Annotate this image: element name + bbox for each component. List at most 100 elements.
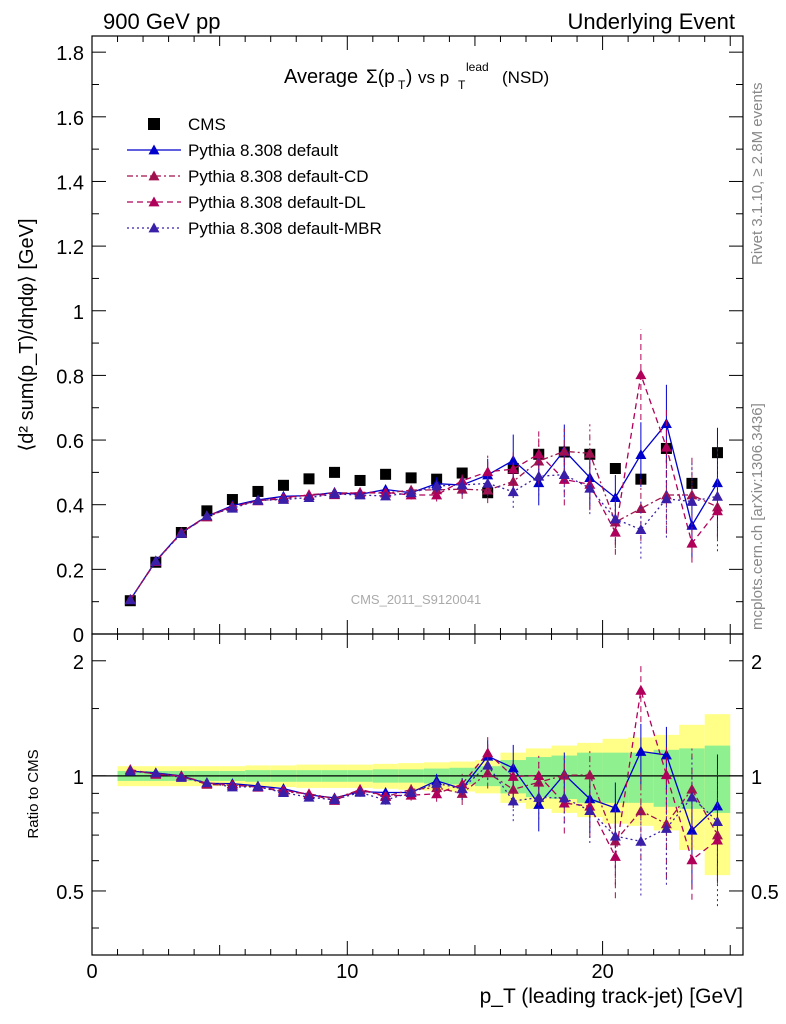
cms-data-point	[405, 472, 417, 484]
ratio-series	[124, 663, 723, 907]
ratio-data-point	[711, 816, 723, 826]
plot-title: Average Σ(p T ) vs p T lead (NSD)	[284, 60, 549, 92]
pythia-data-point	[584, 447, 596, 458]
cms-data-point	[226, 494, 238, 506]
ratio-data-point	[558, 792, 570, 803]
pythia-data-point	[660, 493, 672, 504]
main-series	[124, 329, 723, 607]
y-tick-label: 0	[73, 625, 84, 647]
legend-label: Pythia 8.308 default-MBR	[188, 219, 382, 238]
pythia-data-point	[456, 479, 468, 490]
pythia-data-point	[175, 527, 187, 538]
cms-data-point	[456, 467, 468, 479]
header-left: 900 GeV pp	[103, 9, 220, 34]
x-tick-label: 10	[336, 961, 358, 983]
header-right: Underlying Event	[567, 9, 735, 34]
analysis-watermark: CMS_2011_S9120041	[351, 592, 482, 607]
cms-data-point	[303, 473, 315, 485]
legend-label: Pythia 8.308 default	[188, 141, 339, 160]
y-tick-label: 0.8	[56, 366, 84, 388]
legend-marker-square	[148, 118, 160, 130]
cms-data-point	[380, 468, 392, 480]
series-line	[129, 374, 718, 600]
ratio-tick-label: 2	[73, 652, 84, 674]
cms-data-point	[609, 462, 621, 474]
pythia-data-point	[635, 524, 647, 534]
y-tick-label: 1.8	[56, 43, 84, 65]
ratio-plot-frame	[91, 633, 744, 956]
y-tick-label: 1.4	[56, 172, 84, 194]
legend-label: Pythia 8.308 default-CD	[188, 167, 369, 186]
legend-marker-triangle	[148, 222, 160, 233]
title-sigma: Σ(p	[366, 67, 395, 88]
pythia-data-point	[303, 492, 315, 502]
series-line	[129, 422, 719, 601]
ratio-data-point	[635, 684, 647, 695]
title-average: Average	[284, 66, 358, 88]
x-axis-label: p_T (leading track-jet) [GeV]	[480, 985, 743, 1008]
ratio-series-line	[130, 750, 718, 832]
ratio-data-point	[226, 781, 238, 792]
title-sub-t: T	[398, 78, 406, 92]
y-tick-label: 1	[73, 302, 84, 324]
ratio-data-point	[609, 830, 621, 841]
pythia-data-point	[405, 487, 417, 498]
legend: CMS Pythia 8.308 default Pythia 8.308 defa…	[127, 115, 382, 238]
ratio-data-point	[533, 792, 545, 802]
mcplots-side-text: mcplots.cern.ch [arXiv:1306.3436]	[749, 403, 766, 630]
y-tick-label: 0.6	[56, 431, 84, 453]
pythia-data-point	[431, 489, 443, 500]
ratio-data-point	[507, 795, 519, 806]
ratio-data-point	[558, 769, 570, 780]
pythia-data-point	[252, 495, 264, 505]
y-tick-label: 1.2	[56, 237, 84, 259]
pythia-data-point	[277, 494, 289, 504]
axes-ticks: 00.20.40.60.811.21.41.61.80.5 0.51 12 20 10 2…	[56, 36, 779, 983]
pythia-data-point	[482, 477, 494, 488]
title-sup-lead: lead	[466, 60, 489, 74]
ratio-y-axis-label: Ratio to CMS	[25, 749, 42, 838]
x-tick-label: 0	[86, 961, 97, 983]
title-close: )	[406, 67, 412, 88]
cms-data-point	[354, 474, 366, 486]
cms-data-point	[252, 485, 264, 497]
ratio-data-point	[354, 786, 366, 797]
x-tick-label: 20	[591, 961, 613, 983]
title-sub-t2: T	[458, 78, 466, 92]
series-line	[129, 450, 718, 601]
pythia-data-point	[635, 369, 647, 380]
ratio-tick-label: 0.5	[751, 882, 779, 904]
ratio-tick-label: 1	[751, 767, 762, 789]
cms-data-point	[329, 466, 341, 478]
title-vs: vs p	[418, 68, 449, 87]
ratio-tick-label: 0.5	[56, 882, 84, 904]
title-nsd: (NSD)	[502, 68, 549, 87]
ratio-data-point	[252, 781, 264, 792]
ratio-data-point	[533, 776, 545, 787]
ratio-data-point	[201, 777, 213, 787]
pythia-data-point	[431, 480, 443, 491]
legend-label: CMS	[188, 115, 226, 134]
ratio-series-line	[130, 770, 719, 843]
pythia-data-point	[711, 490, 723, 501]
ratio-data-point	[431, 777, 443, 788]
pythia-data-point	[686, 495, 698, 506]
y-tick-label: 0.2	[56, 560, 84, 582]
ratio-series-line	[130, 764, 718, 842]
rivet-side-text: Rivet 3.1.10, ≥ 2.8M events	[749, 83, 766, 266]
pythia-data-point	[507, 463, 519, 474]
legend-marker-triangle	[148, 144, 160, 155]
ratio-tick-label: 2	[751, 652, 762, 674]
ratio-data-point	[686, 791, 698, 802]
y-tick-label: 1.6	[56, 108, 84, 130]
ratio-data-point	[124, 765, 136, 776]
y-tick-label: 0.4	[56, 496, 84, 518]
legend-label: Pythia 8.308 default-DL	[188, 193, 366, 212]
legend-marker-triangle	[148, 196, 160, 207]
ratio-tick-label: 1	[73, 767, 84, 789]
main-y-axis-label: ⟨d² sum(p_T)/dηdφ⟩ [GeV]	[16, 218, 38, 451]
cms-data-point	[277, 479, 289, 491]
legend-marker-triangle	[148, 170, 160, 181]
series-line	[129, 473, 718, 601]
